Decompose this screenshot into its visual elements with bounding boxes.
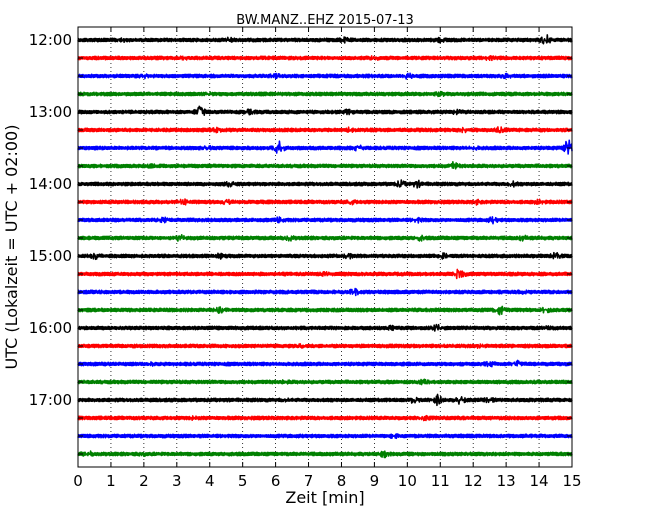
x-tick-label: 6 <box>271 472 281 490</box>
seismogram-trace <box>77 251 573 261</box>
seismogram-trace <box>77 287 573 297</box>
seismogram-trace <box>77 139 573 155</box>
y-tick-label: 12:00 <box>29 31 72 49</box>
seismogram-trace <box>77 234 573 242</box>
seismogram-trace <box>77 34 573 45</box>
x-tick-label: 4 <box>205 472 215 490</box>
x-tick-label: 1 <box>106 472 116 490</box>
x-tick-label: 15 <box>562 472 581 490</box>
x-tick-label: 5 <box>238 472 248 490</box>
seismogram-trace <box>77 55 573 62</box>
y-axis-label: UTC (Lokalzeit = UTC + 02:00) <box>2 125 21 370</box>
y-tick-label: 13:00 <box>29 103 72 121</box>
y-tick-label: 17:00 <box>29 391 72 409</box>
seismogram-trace <box>77 268 573 280</box>
seismogram-trace <box>77 343 573 349</box>
x-axis-ticks: 0 1 2 3 4 5 6 7 8 9 10 11 12 13 14 15 <box>73 27 582 490</box>
seismogram-trace <box>77 161 573 170</box>
x-tick-label: 0 <box>73 472 83 490</box>
y-axis-ticks: 12:00 13:00 14:00 15:00 16:00 17:00 <box>29 31 572 455</box>
seismogram-trace <box>77 393 573 407</box>
seismogram-trace <box>77 305 573 316</box>
x-tick-label: 9 <box>370 472 380 490</box>
seismogram-trace <box>77 216 573 225</box>
seismogram-trace <box>77 72 573 80</box>
y-tick-label: 14:00 <box>29 175 72 193</box>
seismogram-trace <box>77 433 573 440</box>
seismogram-trace <box>77 90 573 98</box>
x-tick-label: 14 <box>530 472 549 490</box>
seismogram-trace <box>77 450 573 459</box>
y-tick-label: 16:00 <box>29 319 72 337</box>
y-tick-label: 15:00 <box>29 247 72 265</box>
seismogram-trace <box>77 378 573 386</box>
plot-frame <box>77 26 573 468</box>
x-tick-label: 10 <box>398 472 417 490</box>
seismogram-trace <box>77 198 573 206</box>
x-tick-label: 11 <box>431 472 450 490</box>
x-tick-label: 13 <box>497 472 516 490</box>
seismogram-trace <box>77 126 573 134</box>
seismogram-trace <box>77 414 573 422</box>
x-axis-label: Zeit [min] <box>285 488 364 507</box>
traces <box>77 34 573 459</box>
x-tick-label: 7 <box>304 472 314 490</box>
grid <box>110 27 540 467</box>
seismogram-trace <box>77 323 573 332</box>
seismogram-trace <box>77 105 573 117</box>
chart-title: BW.MANZ..EHZ 2015-07-13 <box>236 13 414 28</box>
x-tick-label: 3 <box>172 472 182 490</box>
seismogram-trace <box>77 179 573 189</box>
seismogram-trace <box>77 359 573 368</box>
x-tick-label: 8 <box>337 472 347 490</box>
x-tick-label: 12 <box>464 472 483 490</box>
x-tick-label: 2 <box>139 472 149 490</box>
